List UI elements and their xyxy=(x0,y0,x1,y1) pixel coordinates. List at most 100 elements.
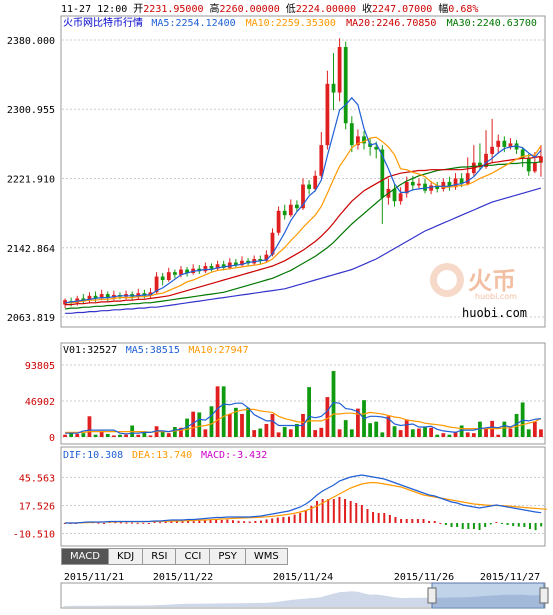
candle-body xyxy=(441,181,446,189)
legend-entry: V01:32527 xyxy=(63,345,117,356)
macd-histogram-bar xyxy=(231,520,234,523)
macd-histogram-bar xyxy=(388,515,391,523)
site-url[interactable]: huobi.com xyxy=(462,306,527,320)
volume-bar xyxy=(502,421,507,437)
volume-y-tick: 0 xyxy=(49,433,55,444)
logo-sub: huobi.com xyxy=(475,292,517,301)
tab-kdj[interactable]: KDJ xyxy=(107,548,143,565)
price-panel-frame xyxy=(60,15,546,328)
x-date-label: 2015/11/26 xyxy=(394,572,454,583)
volume-bar xyxy=(233,407,238,437)
candle-body xyxy=(209,266,214,269)
candle-body xyxy=(374,146,379,150)
macd-histogram-bar xyxy=(461,523,464,529)
macd-histogram-bar xyxy=(276,517,279,523)
volume-bar xyxy=(398,430,403,437)
candle-body xyxy=(105,294,110,298)
candle-body xyxy=(417,183,421,186)
candle-body xyxy=(459,178,464,184)
volume-bar xyxy=(160,431,165,437)
macd-indicator xyxy=(63,474,547,531)
macd-histogram-bar xyxy=(489,523,492,525)
price-y-tick: 2142.864 xyxy=(7,244,55,255)
navigator-left-handle[interactable] xyxy=(427,587,437,604)
candle-body xyxy=(435,185,440,189)
macd-dif-line xyxy=(64,474,542,524)
legend-entry: MA20:2246.70850 xyxy=(346,18,436,29)
legend-entry: MACD:-3.432 xyxy=(201,450,267,461)
macd-histogram-bar xyxy=(372,512,375,523)
macd-histogram-bar xyxy=(299,513,302,523)
legend-entry: DIF:10.308 xyxy=(63,450,123,461)
volume-bar xyxy=(148,435,153,437)
volume-bar xyxy=(349,429,354,437)
volume-bar xyxy=(465,432,470,437)
macd-histogram-bar xyxy=(254,521,257,523)
candle-body xyxy=(362,136,366,144)
volume-bar xyxy=(295,423,299,437)
macd-histogram-bar xyxy=(456,523,459,527)
macd-histogram-bar xyxy=(175,521,178,523)
candle-body xyxy=(539,156,543,163)
macd-histogram-bar xyxy=(114,522,117,524)
volume-bar xyxy=(368,423,373,437)
candle-body xyxy=(282,210,287,216)
candle-body xyxy=(258,259,263,261)
volume-bar xyxy=(429,427,434,437)
macd-histogram-bar xyxy=(400,519,403,523)
macd-histogram-bar xyxy=(159,522,162,524)
volume-bar xyxy=(386,416,391,437)
candle-body xyxy=(410,181,415,186)
tab-wms[interactable]: WMS xyxy=(244,548,288,565)
volume-bar xyxy=(410,429,415,437)
volume-bar xyxy=(404,419,409,437)
macd-histogram-bar xyxy=(293,514,296,523)
ma20-line xyxy=(65,155,541,306)
macd-histogram-bar xyxy=(506,523,509,525)
macd-histogram-bar xyxy=(97,522,100,524)
macd-y-tick: -10.510 xyxy=(13,530,55,541)
volume-bars xyxy=(63,370,543,437)
volume-bar xyxy=(227,413,232,437)
tab-psy[interactable]: PSY xyxy=(209,548,245,565)
volume-bar xyxy=(441,433,446,437)
price-y-tick: 2300.955 xyxy=(7,105,55,116)
macd-histogram-bar xyxy=(271,518,274,523)
ma5-line xyxy=(65,96,542,304)
logo-brand: 火币 xyxy=(468,267,516,295)
volume-bar xyxy=(356,408,360,437)
navigator-area xyxy=(62,591,544,607)
price-y-tick: 2380.000 xyxy=(7,36,55,47)
price-y-tick: 2221.910 xyxy=(7,174,55,185)
volume-ma10-line xyxy=(65,408,542,434)
huobi-logo: 火币 huobi.com xyxy=(430,263,517,301)
indicator-tabs: MACD KDJ RSI CCI PSY WMS xyxy=(61,548,288,565)
volume-bar xyxy=(81,433,86,437)
tab-macd[interactable]: MACD xyxy=(61,548,108,565)
volume-bar xyxy=(325,397,330,437)
candle-body xyxy=(154,276,159,293)
price-legend: 火币网比特币行情 MA5:2254.12400 MA10:2259.35300 MA2… xyxy=(63,16,537,29)
macd-histogram-bar xyxy=(192,521,195,523)
candle-body xyxy=(93,295,98,299)
macd-histogram-bar xyxy=(338,497,341,523)
volume-panel-frame xyxy=(60,342,546,445)
macd-histogram-bar xyxy=(153,522,156,523)
tab-cci[interactable]: CCI xyxy=(175,548,210,565)
navigator-right-handle[interactable] xyxy=(539,587,549,604)
volume-bar xyxy=(526,429,531,437)
volume-bar xyxy=(508,428,513,437)
candle-body xyxy=(295,204,299,209)
tab-rsi[interactable]: RSI xyxy=(142,548,176,565)
volume-y-tick: 46902 xyxy=(25,397,55,408)
macd-histogram-bar xyxy=(540,523,543,527)
macd-histogram-bar xyxy=(327,499,330,523)
macd-y-tick: 17.526 xyxy=(19,501,55,512)
volume-bar xyxy=(276,432,281,437)
volume-y-tick: 93805 xyxy=(25,361,55,372)
macd-histogram-bar xyxy=(164,521,167,523)
macd-histogram-bar xyxy=(422,519,425,523)
volume-bar xyxy=(484,428,488,437)
navigator-selection[interactable] xyxy=(431,582,545,609)
